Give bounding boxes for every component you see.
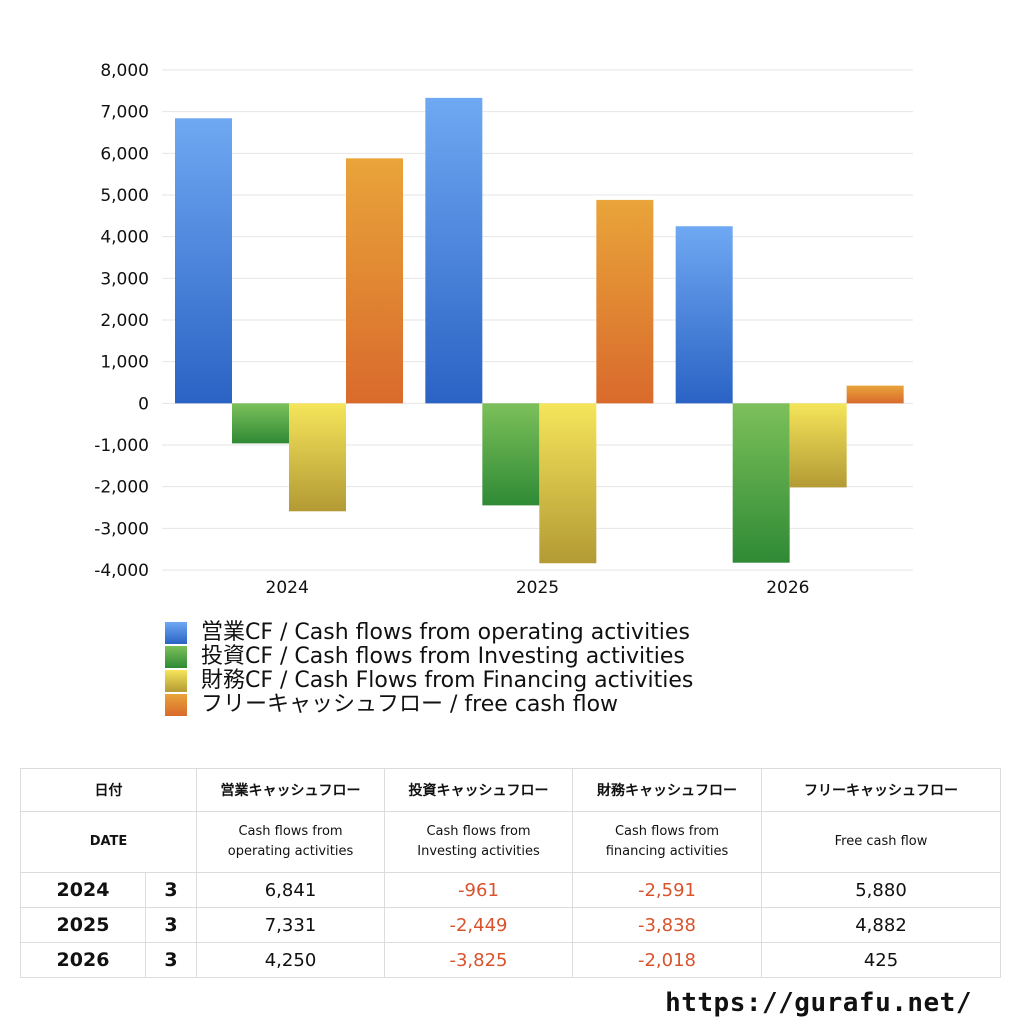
table-header-row-jp: 日付 営業キャッシュフロー 投資キャッシュフロー 財務キャッシュフロー フリーキ…: [20, 768, 1001, 812]
cell-investing: -2,449: [384, 907, 573, 943]
legend-swatch-investing: [165, 646, 187, 668]
legend: 営業CF / Cash flows from operating activit…: [165, 621, 693, 717]
header-operating-line2: operating activities: [227, 844, 354, 859]
bar: [232, 403, 289, 444]
cell-year: 2026: [20, 942, 146, 978]
bar: [675, 226, 733, 404]
y-tick-label: 8,000: [100, 61, 149, 81]
bar: [425, 97, 483, 404]
y-tick-label: 6,000: [100, 144, 149, 164]
table-row: 2025 3 7,331 -2,449 -3,838 4,882: [20, 907, 1001, 943]
cell-month: 3: [145, 942, 197, 978]
legend-item-operating: 営業CF / Cash flows from operating activit…: [165, 621, 693, 645]
cell-investing: -3,825: [384, 942, 573, 978]
x-tick-label: 2024: [266, 578, 309, 598]
cell-free: 5,880: [761, 872, 1001, 908]
header-financing-line2: financing activities: [605, 844, 729, 859]
header-date-jp: 日付: [20, 768, 197, 812]
y-tick-label: -1,000: [94, 436, 149, 456]
bar: [289, 403, 346, 512]
bar: [175, 118, 232, 404]
y-tick-label: -3,000: [94, 519, 149, 539]
y-tick-label: -2,000: [94, 478, 149, 498]
table-row: 2024 3 6,841 -961 -2,591 5,880: [20, 872, 1001, 908]
cell-month: 3: [145, 907, 197, 943]
legend-swatch-free: [165, 694, 187, 716]
bar: [596, 199, 654, 404]
x-tick-label: 2026: [766, 578, 809, 598]
cash-flow-table: 日付 営業キャッシュフロー 投資キャッシュフロー 財務キャッシュフロー フリーキ…: [20, 768, 1001, 978]
header-free-label: Free cash flow: [834, 834, 928, 849]
header-investing-line2: Investing activities: [417, 844, 540, 859]
y-tick-label: -4,000: [94, 561, 149, 581]
bar: [539, 403, 597, 564]
legend-item-investing: 投資CF / Cash flows from Investing activit…: [165, 645, 693, 669]
bar: [482, 403, 540, 506]
y-tick-label: 1,000: [100, 353, 149, 373]
cell-financing: -3,838: [572, 907, 762, 943]
table-header-row-en: DATE Cash flows from operating activities…: [20, 811, 1001, 873]
header-investing-jp: 投資キャッシュフロー: [384, 768, 573, 812]
legend-swatch-financing: [165, 670, 187, 692]
header-financing-en: Cash flows from financing activities: [572, 811, 762, 873]
legend-label: 営業CF / Cash flows from operating activit…: [201, 620, 690, 645]
site-url[interactable]: https://gurafu.net/: [665, 988, 972, 1018]
header-financing-line1: Cash flows from: [614, 824, 720, 839]
table-row: 2026 3 4,250 -3,825 -2,018 425: [20, 942, 1001, 978]
bars: [175, 97, 904, 564]
legend-item-free: フリーキャッシュフロー / free cash flow: [165, 693, 693, 717]
header-free-jp: フリーキャッシュフロー: [761, 768, 1001, 812]
y-axis-ticks: 8,000 7,000 6,000 5,000 4,000 3,000 2,000 1,000…: [94, 61, 149, 581]
cell-free: 4,882: [761, 907, 1001, 943]
cell-month: 3: [145, 872, 197, 908]
legend-swatch-operating: [165, 622, 187, 644]
cell-free: 425: [761, 942, 1001, 978]
cell-year: 2024: [20, 872, 146, 908]
legend-label: フリーキャッシュフロー / free cash flow: [201, 692, 619, 717]
cell-year: 2025: [20, 907, 146, 943]
cell-operating: 4,250: [196, 942, 385, 978]
header-operating-line1: Cash flows from: [238, 824, 343, 839]
cash-flow-bar-chart: 8,000 7,000 6,000 5,000 4,000 3,000 2,000 1,000…: [94, 61, 913, 598]
cell-financing: -2,018: [572, 942, 762, 978]
legend-item-financing: 財務CF / Cash Flows from Financing activit…: [165, 669, 693, 693]
y-tick-label: 0: [138, 394, 149, 414]
legend-label: 財務CF / Cash Flows from Financing activit…: [201, 668, 694, 693]
header-investing-en: Cash flows from Investing activities: [384, 811, 573, 873]
header-operating-jp: 営業キャッシュフロー: [196, 768, 385, 812]
y-tick-label: 4,000: [100, 228, 149, 248]
header-free-en: Free cash flow: [761, 811, 1001, 873]
cell-operating: 7,331: [196, 907, 385, 943]
y-tick-label: 2,000: [100, 311, 149, 331]
legend-label: 投資CF / Cash flows from Investing activit…: [201, 644, 685, 669]
x-tick-label: 2025: [516, 578, 559, 598]
cell-operating: 6,841: [196, 872, 385, 908]
header-financing-jp: 財務キャッシュフロー: [572, 768, 762, 812]
header-investing-line1: Cash flows from: [426, 824, 531, 839]
header-operating-en: Cash flows from operating activities: [196, 811, 385, 873]
y-tick-label: 5,000: [100, 186, 149, 206]
y-tick-label: 3,000: [100, 269, 149, 289]
header-date-en: DATE: [20, 811, 197, 873]
bar: [732, 403, 790, 563]
cell-financing: -2,591: [572, 872, 762, 908]
bar: [789, 403, 847, 488]
y-tick-label: 7,000: [100, 103, 149, 123]
cell-investing: -961: [384, 872, 573, 908]
x-axis-ticks: 2024 2025 2026: [266, 578, 810, 598]
bar: [846, 385, 904, 404]
bar: [346, 158, 403, 404]
